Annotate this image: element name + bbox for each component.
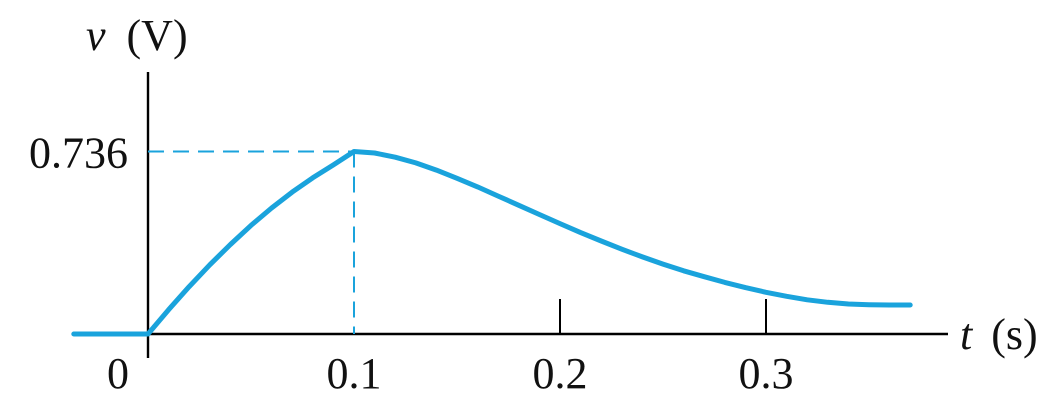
x-axis-unit: (s) (991, 310, 1037, 359)
series-line (71, 149, 913, 337)
y-axis-variable: v (86, 11, 106, 60)
y-axis-unit: (V) (127, 11, 188, 60)
x-tick-label: 0.2 (533, 349, 588, 395)
x-tick-label: 0.3 (739, 349, 794, 395)
x-axis-variable: t (960, 310, 974, 359)
x-tick-label: 0.1 (327, 349, 382, 395)
y-tick-label: 0.736 (29, 128, 128, 177)
x-axis-label: t (s) (960, 310, 1038, 359)
x-tick-label: 0 (107, 349, 129, 395)
y-axis-label: v (V) (86, 11, 188, 60)
